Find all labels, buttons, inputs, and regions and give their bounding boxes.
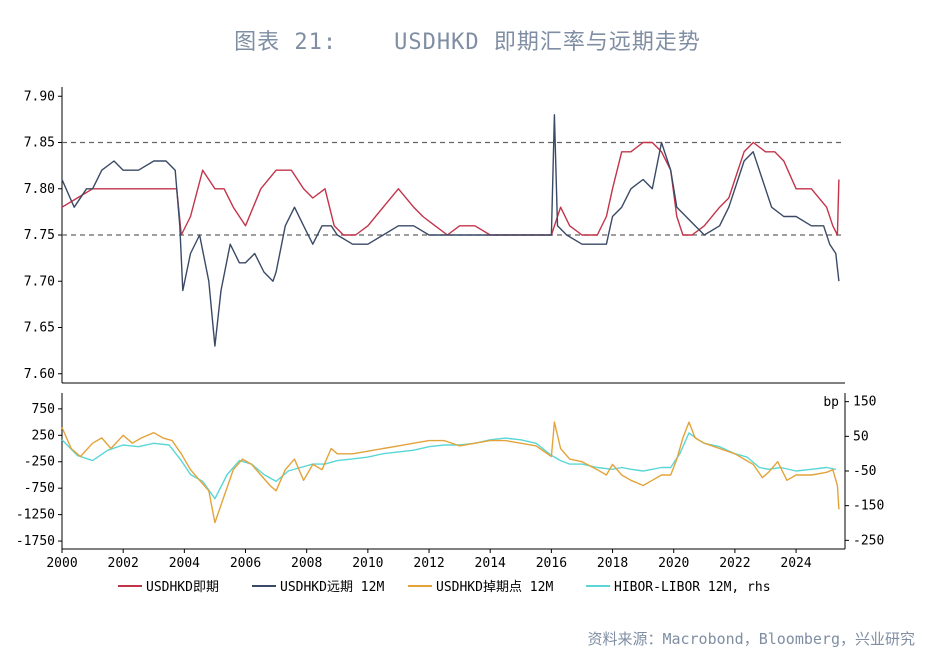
bottom-panel: 750 250 -250 -750 -1250 -1750 150 50 -50 -150 -250… [16, 393, 884, 571]
left-y-tick-label-1: 250 [32, 428, 55, 443]
left-y-tick-label-3: -750 [24, 481, 55, 496]
top-y-tick-label-1: 7.65 [24, 321, 55, 336]
legend: USDHKD即期 USDHKD远期 12M USDHKD掉期点 12M HIBOR-L… [118, 580, 771, 595]
chart-title: 图表 21: USDHKD 即期汇率与远期走势 [234, 30, 701, 55]
top-y-tick-label-0: 7.60 [24, 367, 55, 382]
x-tick-label-1: 2002 [108, 556, 139, 571]
left-y-tick-label-2: -250 [24, 455, 55, 470]
top-y-tick-label-2: 7.70 [24, 274, 55, 289]
top-y-tick-label-5: 7.85 [24, 136, 55, 151]
source-note: 资料来源：Macrobond，Bloomberg，兴业研究 [587, 630, 915, 648]
series-line-fwd [61, 114, 840, 347]
top-y-tick-label-4: 7.80 [24, 182, 55, 197]
legend-label-fwd: USDHKD远期 12M [280, 580, 384, 595]
left-y-tick-label-0: 750 [32, 402, 55, 417]
right-y-tick-label-2: -50 [853, 464, 876, 479]
x-tick-label-2: 2004 [169, 556, 200, 571]
legend-label-spot: USDHKD即期 [146, 580, 219, 595]
left-y-tick-label-5: -1750 [16, 534, 55, 549]
right-y-tick-label-0: 150 [853, 395, 876, 410]
top-y-tick-label-3: 7.75 [24, 228, 55, 243]
legend-label-pts: USDHKD掉期点 12M [436, 580, 553, 595]
right-y-tick-label-4: -250 [853, 533, 884, 548]
right-y-tick-label-1: 50 [853, 429, 869, 444]
left-y-tick-label-4: -1250 [16, 508, 55, 523]
x-tick-label-7: 2014 [475, 556, 506, 571]
legend-label-hibor: HIBOR-LIBOR 12M, rhs [614, 580, 771, 595]
right-axis-unit: bp [823, 395, 839, 410]
right-y-tick-label-3: -150 [853, 499, 884, 514]
x-tick-label-9: 2018 [597, 556, 628, 571]
x-tick-label-8: 2016 [536, 556, 567, 571]
x-tick-label-0: 2000 [46, 556, 77, 571]
x-tick-label-3: 2006 [230, 556, 261, 571]
x-tick-label-12: 2024 [780, 556, 811, 571]
x-tick-label-4: 2008 [291, 556, 322, 571]
x-tick-label-6: 2012 [413, 556, 444, 571]
x-tick-label-11: 2022 [719, 556, 750, 571]
x-tick-label-5: 2010 [352, 556, 383, 571]
top-y-tick-label-6: 7.90 [24, 89, 55, 104]
top-panel: 7.60 7.65 7.70 7.75 7.80 7.85 7.90 [24, 87, 845, 384]
series-line-pts [61, 421, 840, 524]
x-tick-label-10: 2020 [658, 556, 689, 571]
